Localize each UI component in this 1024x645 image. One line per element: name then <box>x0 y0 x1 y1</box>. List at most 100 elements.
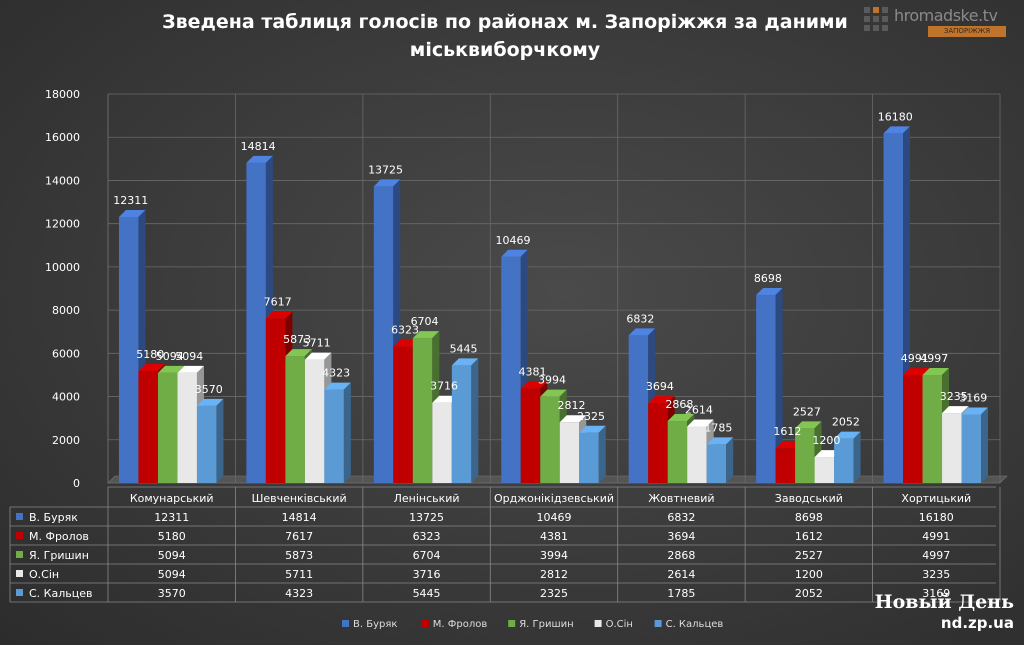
table-cell: 6323 <box>413 530 441 543</box>
data-label: 5180 <box>136 348 164 361</box>
table-cell: 3716 <box>413 568 441 581</box>
bar-top <box>942 406 969 414</box>
bar <box>814 457 835 483</box>
data-label: 2812 <box>558 399 586 412</box>
y-tick-label: 4000 <box>52 391 80 404</box>
data-label: 3235 <box>940 390 968 403</box>
bar <box>285 356 305 483</box>
bar-top <box>648 396 675 404</box>
bar-top <box>265 311 293 319</box>
table-legend-key <box>16 589 23 596</box>
table-cell: 2052 <box>795 587 823 600</box>
data-label: 10469 <box>496 234 531 247</box>
table-cell: 2812 <box>540 568 568 581</box>
bar <box>412 338 433 483</box>
legend-label: О.Сін <box>606 618 633 630</box>
data-label: 16180 <box>878 110 913 123</box>
watermark: Новый День nd.zp.ua <box>875 591 1014 633</box>
bar-side <box>598 425 606 483</box>
bar-side <box>343 382 351 483</box>
y-tick-label: 16000 <box>45 131 80 144</box>
bar-top <box>540 389 567 397</box>
bar <box>265 318 286 483</box>
table-legend-key <box>16 551 23 558</box>
legend-label: Я. Гришин <box>519 619 573 630</box>
x-tick-label: Хортицький <box>901 492 971 505</box>
data-label: 1785 <box>704 421 732 434</box>
bar <box>520 388 541 483</box>
data-label: 6323 <box>391 323 419 336</box>
legend-label: С. Кальцев <box>666 619 724 630</box>
legend-key <box>421 620 429 627</box>
data-label: 6832 <box>626 312 654 325</box>
table-cell: 7617 <box>285 530 313 543</box>
watermark-url: nd.zp.ua <box>940 614 1014 632</box>
bar <box>540 396 560 483</box>
legend-key <box>342 620 349 627</box>
bar-top <box>706 437 734 445</box>
bar <box>393 346 413 483</box>
bar <box>304 359 325 483</box>
table-cell: 5711 <box>285 568 313 581</box>
data-table: Комунарський Шевченківський Ленінський Ордж… <box>9 486 1001 603</box>
chart-title: Зведена таблиця голосів по районах м. За… <box>162 11 848 61</box>
data-label: 5094 <box>175 350 203 363</box>
bar-top <box>628 328 656 336</box>
bar-side <box>471 358 479 483</box>
data-label: 5094 <box>156 350 184 363</box>
hromadske-logo: hromadske.tv ЗАПОРІЖЖЯ <box>862 4 1022 38</box>
bar <box>922 375 943 483</box>
bar-side <box>853 431 861 483</box>
data-labels: 1231151805094509435701481476175873571143… <box>113 110 987 447</box>
x-tick-label: Ленінський <box>394 492 460 505</box>
y-tick-label: 0 <box>73 477 80 490</box>
table-cell: 6704 <box>413 549 441 562</box>
table-cell: 5873 <box>285 549 313 562</box>
table-cell: 10469 <box>537 511 572 524</box>
data-label: 2527 <box>793 405 821 418</box>
bar-top <box>196 398 224 406</box>
legend-key <box>508 620 516 627</box>
bar <box>756 295 776 483</box>
bar-top <box>412 331 440 339</box>
bar-side <box>775 288 783 483</box>
bar-side <box>216 398 224 483</box>
bar-top <box>118 209 146 217</box>
bar <box>667 421 688 483</box>
data-label: 4997 <box>920 352 948 365</box>
bar-top <box>304 352 332 360</box>
data-label: 5711 <box>303 337 331 350</box>
data-label: 2868 <box>665 398 693 411</box>
bar <box>961 414 982 483</box>
bar <box>706 444 727 483</box>
table-legend-key <box>16 532 23 539</box>
bar-side <box>981 407 989 483</box>
table-cell: 5180 <box>158 530 186 543</box>
table-cell: 2614 <box>667 568 695 581</box>
bar <box>795 428 815 483</box>
legend-key <box>654 620 662 627</box>
bar <box>451 365 472 483</box>
table-cell: 4991 <box>922 530 950 543</box>
data-label: 3994 <box>538 374 566 387</box>
bar-top <box>177 365 204 373</box>
y-axis: 0 2000 4000 6000 8000 10000 12000 14000 16000 180… <box>45 88 80 490</box>
table-cell: 1612 <box>795 530 823 543</box>
x-tick-label: Жовтневий <box>648 492 714 505</box>
table-cell: 2527 <box>795 549 823 562</box>
data-label: 13725 <box>368 163 403 176</box>
legend-label: М. Фролов <box>433 619 488 630</box>
y-tick-label: 12000 <box>45 218 80 231</box>
table-series-name: С. Кальцев <box>29 587 92 600</box>
bar-top <box>157 365 185 373</box>
bar-top <box>922 368 950 376</box>
bar-top <box>756 288 783 296</box>
bar <box>177 372 197 483</box>
bar <box>324 389 344 483</box>
table-cell: 12311 <box>154 511 189 524</box>
table-cell: 13725 <box>409 511 444 524</box>
y-tick-label: 8000 <box>52 304 80 317</box>
table-legend-key <box>16 570 23 577</box>
bar <box>579 432 599 483</box>
table-series-name: Я. Гришин <box>29 549 89 562</box>
